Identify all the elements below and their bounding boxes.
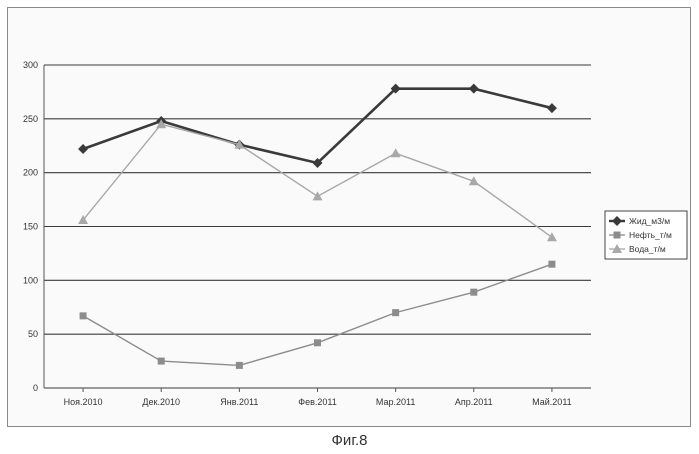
data-point-series-1 (158, 358, 165, 365)
data-point-series-0 (469, 84, 479, 94)
data-point-series-1 (80, 312, 87, 319)
data-point-series-2 (469, 176, 479, 185)
x-tick-label: Фев.2011 (298, 397, 336, 407)
data-point-series-2 (391, 148, 401, 157)
data-point-series-0 (78, 144, 88, 154)
y-tick-label: 0 (33, 383, 38, 393)
legend-label-0: Жид_м3/м (629, 216, 670, 226)
y-tick-label: 250 (23, 114, 38, 124)
y-tick-label: 100 (23, 275, 38, 285)
data-point-series-1 (314, 339, 321, 346)
data-point-series-1 (548, 261, 555, 268)
figure-caption: Фиг.8 (0, 432, 699, 449)
series-line-0 (83, 89, 552, 163)
x-tick-label: Мар.2011 (376, 397, 415, 407)
data-point-series-2 (313, 191, 323, 200)
y-tick-label: 50 (28, 329, 38, 339)
y-tick-label: 150 (23, 222, 38, 232)
x-tick-label: Ноя.2010 (64, 397, 103, 407)
legend-label-1: Нефть_т/м (629, 230, 672, 240)
data-point-series-0 (547, 103, 557, 113)
x-tick-label: Янв.2011 (220, 397, 258, 407)
x-tick-label: Апр.2011 (455, 397, 493, 407)
x-tick-label: Дек.2010 (142, 397, 180, 407)
series-line-2 (83, 124, 552, 237)
line-chart: 0 50 100 150 200 250 300 Ноя.2010 Дек.2010 Янв.20… (8, 8, 692, 428)
data-point-series-1 (392, 309, 399, 316)
series-line-1 (83, 264, 552, 365)
y-tick-label: 200 (23, 168, 38, 178)
chart-frame: 0 50 100 150 200 250 300 Ноя.2010 Дек.2010 Янв.20… (7, 7, 691, 427)
legend-marker-1 (614, 232, 621, 239)
x-tick-label: Май.2011 (532, 397, 572, 407)
legend-label-2: Вода_т/м (629, 244, 666, 254)
data-point-series-1 (236, 362, 243, 369)
data-point-series-1 (470, 289, 477, 296)
data-point-series-2 (547, 232, 557, 241)
y-tick-label: 300 (23, 60, 38, 70)
